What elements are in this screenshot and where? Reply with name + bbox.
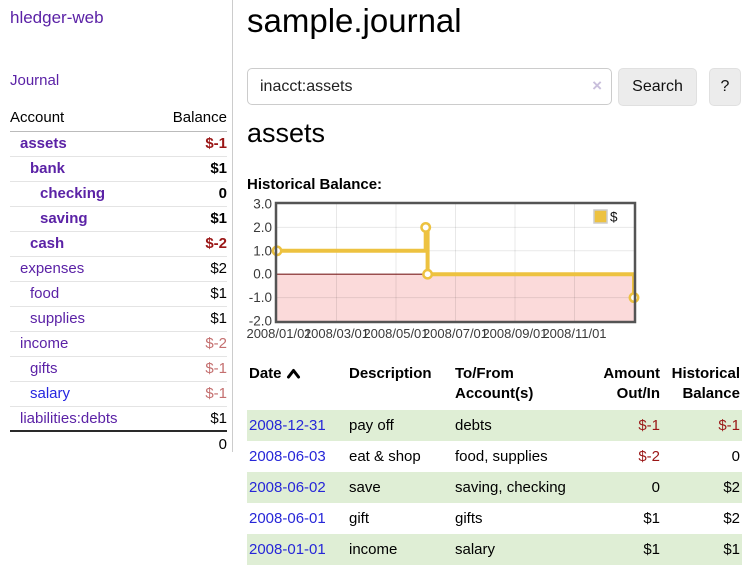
transaction-accounts: food, supplies [455,448,548,465]
legend-label: $ [610,210,618,225]
sidebar-item-liabilities-debts[interactable]: liabilities:debts [20,409,118,427]
register-row: 2008-01-01 income salary $1 $1 [247,534,742,565]
legend-swatch [593,209,608,224]
svg-text:2008/03/01: 2008/03/01 [304,326,369,341]
svg-text:3.0: 3.0 [253,197,272,212]
sidebar-item-saving[interactable]: saving [40,210,88,227]
svg-text:2008/09/01: 2008/09/01 [482,326,547,341]
sidebar-item-assets[interactable]: assets [20,135,67,152]
account-balance: $1 [154,206,227,232]
transaction-amount: $-1 [638,417,660,434]
accounts-header-balance: Balance [154,106,227,132]
sidebar-item-expenses[interactable]: expenses [20,260,85,277]
x-axis-labels: 2008/01/01 2008/03/01 2008/05/01 2008/07… [246,326,606,341]
svg-text:2008/07/01: 2008/07/01 [423,326,488,341]
chart-border [274,201,637,324]
transaction-accounts: salary [455,541,496,558]
transaction-description: gift [349,510,370,527]
accounts-header-account: Account [10,106,155,132]
account-balance: $1 [154,156,227,182]
transaction-balance: $1 [723,541,740,558]
historical-balance-chart: $ 3.0 2.0 1.0 0.0 -1.0 -2.0 2008/01/01 2… [246,197,727,350]
help-button[interactable]: ? [709,68,741,106]
transaction-description: eat & shop [349,448,421,465]
sidebar-item-cash[interactable]: cash [30,235,65,252]
transaction-description: pay off [349,417,394,434]
transaction-description: save [349,479,381,496]
search-form: × Search ? [247,68,742,106]
account-balance: $-1 [154,131,227,157]
header-balance: Historical Balance [671,365,740,402]
sidebar-item-income[interactable]: income [20,335,69,352]
chart-negative-region [277,274,634,321]
transaction-accounts: debts [455,417,492,434]
transaction-balance: $-1 [718,417,740,434]
sidebar-item-food[interactable]: food [30,285,60,302]
transaction-date-link[interactable]: 2008-01-01 [249,541,326,558]
svg-text:1.0: 1.0 [253,243,272,258]
clear-search-icon[interactable]: × [592,76,602,95]
transaction-balance: $2 [723,510,740,527]
header-accounts: To/From Account(s) [455,365,534,402]
account-balance: $-1 [154,356,227,382]
svg-text:-1.0: -1.0 [249,290,272,305]
account-balance: $-1 [154,381,227,407]
account-balance: $2 [154,256,227,282]
svg-text:2.0: 2.0 [253,220,272,235]
transaction-amount: $-2 [638,448,660,465]
transaction-description: income [349,541,398,558]
accounts-total: 0 [154,430,227,456]
transaction-amount: $1 [643,510,660,527]
account-balance: 0 [154,181,227,207]
sidebar-item-checking[interactable]: checking [40,185,106,202]
account-balance: $1 [154,406,227,432]
search-button[interactable]: Search [618,68,697,106]
search-input[interactable] [247,68,612,105]
account-balance: $-2 [154,331,227,357]
header-amount: Amount Out/In [603,365,660,402]
transaction-accounts: saving, checking [455,479,566,496]
account-balance: $-2 [154,231,227,257]
chart-canvas: $ 3.0 2.0 1.0 0.0 -1.0 -2.0 2008/01/01 2… [246,197,640,341]
register-table: Date Description To/From Account(s) Amou… [247,360,742,565]
transaction-date-link[interactable]: 2008-06-03 [249,448,326,465]
transaction-date-link[interactable]: 2008-06-01 [249,510,326,527]
transaction-balance: 0 [731,448,740,465]
sidebar-item-salary[interactable]: salary [30,385,71,402]
register-row: 2008-06-01 gift gifts $1 $2 [247,503,742,534]
transaction-accounts: gifts [455,510,483,527]
register-row: 2008-06-02 save saving, checking 0 $2 [247,472,742,503]
accounts-table: Account Balance assets $-1 bank $1 check… [10,106,227,456]
sidebar: hledger-web Journal Account Balance asse… [0,0,233,456]
chart-heading: Historical Balance: [247,176,383,193]
register-header-row: Date Description To/From Account(s) Amou… [247,360,742,410]
app-title-link[interactable]: hledger-web [10,8,104,27]
account-balance: $1 [154,306,227,332]
chart-legend: $ [593,209,618,225]
svg-text:2008/01/01: 2008/01/01 [246,326,311,341]
svg-text:-2.0: -2.0 [249,314,272,329]
account-heading: assets [247,118,326,148]
transaction-date-link[interactable]: 2008-12-31 [249,417,326,434]
header-description: Description [349,365,432,382]
transaction-date-link[interactable]: 2008-06-02 [249,479,326,496]
svg-text:0.0: 0.0 [253,267,272,282]
sidebar-item-gifts[interactable]: gifts [30,360,58,377]
transaction-amount: $1 [643,541,660,558]
svg-text:2008/11/01: 2008/11/01 [542,326,606,341]
register-row: 2008-06-03 eat & shop food, supplies $-2… [247,441,742,472]
main-content: sample.journal × Search ? assets Histori… [246,0,742,565]
svg-text:2008/05/01: 2008/05/01 [363,326,428,341]
transaction-amount: 0 [651,479,660,496]
sort-ascending-icon [286,365,301,385]
sidebar-item-journal[interactable]: Journal [10,72,60,89]
page-title: sample.journal [247,2,462,39]
transaction-balance: $2 [723,479,740,496]
register-row: 2008-12-31 pay off debts $-1 $-1 [247,410,742,441]
account-balance: $1 [154,281,227,307]
sidebar-item-bank[interactable]: bank [30,160,66,177]
sidebar-item-supplies[interactable]: supplies [30,310,86,327]
header-date[interactable]: Date [247,360,347,410]
y-axis-labels: 3.0 2.0 1.0 0.0 -1.0 -2.0 [249,197,272,329]
